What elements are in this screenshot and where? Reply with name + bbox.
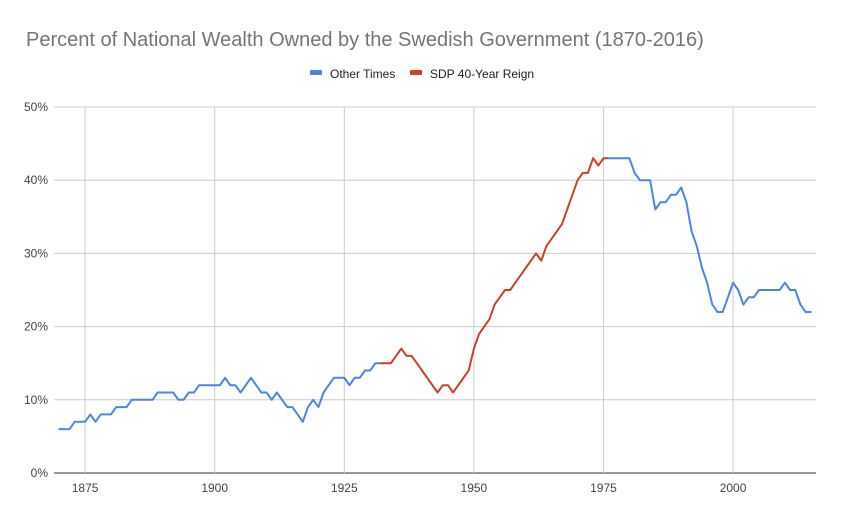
x-tick-label: 2000 — [720, 481, 747, 495]
x-tick-label: 1975 — [590, 481, 617, 495]
y-tick-label: 0% — [31, 466, 49, 480]
plot-area: 0% 10% 20% 30% 40% 50% 1875 1900 1925 1950 1975 200… — [24, 100, 816, 495]
legend: Other Times SDP 40-Year Reign — [310, 67, 534, 81]
y-tick-label: 30% — [24, 246, 48, 260]
legend-label-sdp-reign: SDP 40-Year Reign — [430, 67, 534, 81]
y-tick-label: 10% — [24, 393, 48, 407]
legend-swatch-sdp-reign — [410, 70, 422, 75]
chart-title: Percent of National Wealth Owned by the … — [26, 29, 704, 51]
x-tick-label: 1875 — [72, 481, 99, 495]
series-line-other-times-2 — [607, 157, 812, 313]
legend-swatch-other-times — [310, 70, 322, 75]
series-line-other-times-0 — [58, 362, 382, 431]
legend-label-other-times: Other Times — [330, 67, 395, 81]
y-tick-label: 20% — [24, 320, 48, 334]
y-tick-label: 50% — [24, 100, 48, 114]
series-line-sdp-40-year-reign-1 — [379, 157, 610, 394]
y-tick-label: 40% — [24, 173, 48, 187]
x-tick-label: 1900 — [201, 481, 228, 495]
x-tick-label: 1925 — [331, 481, 358, 495]
legend-item-sdp-reign[interactable]: SDP 40-Year Reign — [410, 67, 534, 81]
legend-item-other-times[interactable]: Other Times — [310, 67, 395, 81]
x-tick-label: 1950 — [461, 481, 488, 495]
